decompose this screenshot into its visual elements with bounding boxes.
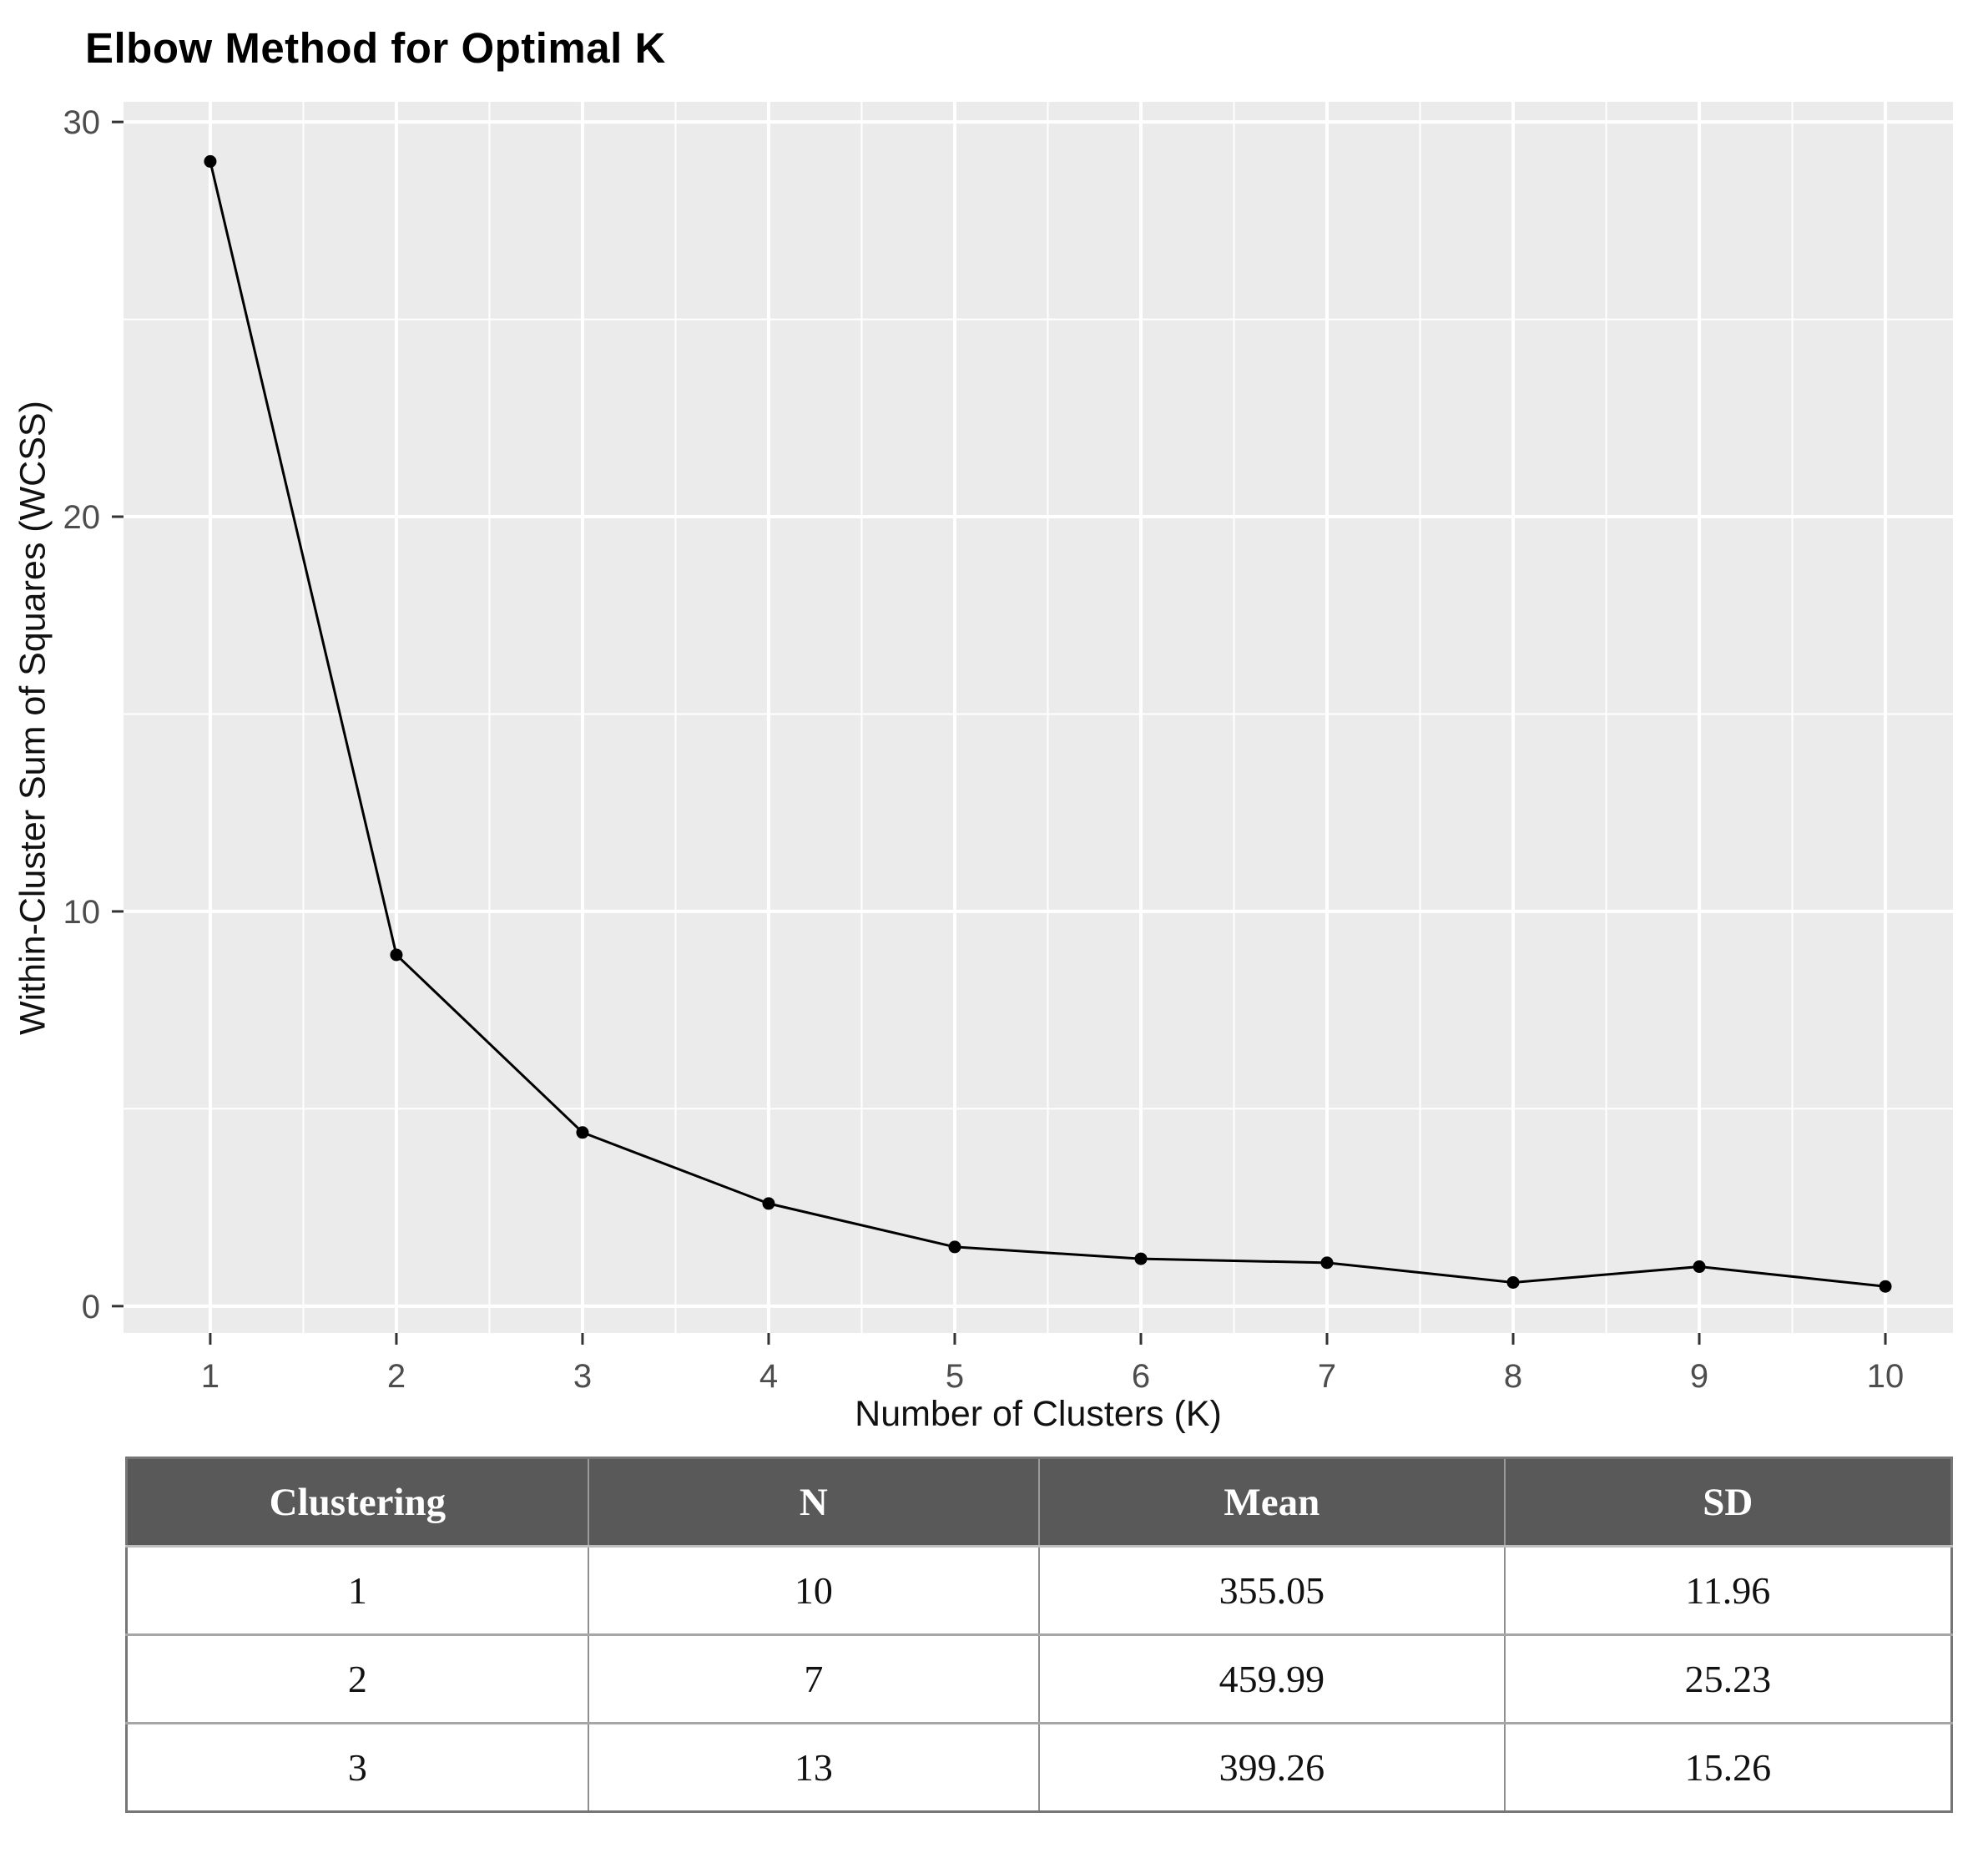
elbow-chart-svg: 1 2 3 4 5 6 7 8 9 10 0 10 20 30 [63,102,1953,1395]
x-tick-label: 8 [1504,1358,1522,1395]
data-point [1320,1256,1334,1270]
data-point [576,1126,589,1139]
x-tick-label: 1 [201,1358,219,1395]
panel-background [124,102,1953,1333]
elbow-chart-figure: 1 2 3 4 5 6 7 8 9 10 0 10 20 30 Elbow Method for Opti… [13,24,1953,1434]
table-cell-n: 10 [588,1546,1040,1636]
y-tick-label: 10 [63,894,101,931]
data-point [762,1197,775,1210]
table-row: 3 13 399.26 15.26 [126,1723,1952,1812]
x-tick-label: 2 [387,1358,406,1395]
y-axis-title: Within-Cluster Sum of Squares (WCSS) [13,401,53,1035]
table-cell-mean: 355.05 [1038,1546,1506,1636]
y-tick-label: 20 [63,499,101,536]
x-tick-label: 9 [1690,1358,1708,1395]
x-tick-label: 4 [759,1358,778,1395]
data-point [204,154,217,168]
x-tick-label: 7 [1318,1358,1336,1395]
x-tick-label: 5 [946,1358,964,1395]
data-point [1134,1252,1148,1265]
y-tick-label: 30 [63,104,101,141]
table-cell-mean: 399.26 [1038,1723,1506,1812]
table-row: 1 10 355.05 11.96 [126,1546,1952,1636]
table-header-mean: Mean [1038,1457,1506,1547]
table-cell-clustering: 2 [126,1634,589,1724]
table-cell-n: 7 [588,1634,1040,1724]
data-point [1506,1275,1520,1289]
table-header-row: Clustering N Mean SD [126,1457,1952,1547]
x-axis-title: Number of Clusters (K) [855,1394,1222,1434]
table-cell-sd: 25.23 [1504,1634,1952,1724]
data-point [390,948,403,962]
data-point [1693,1260,1706,1274]
table-cell-sd: 11.96 [1504,1546,1952,1636]
table-row: 2 7 459.99 25.23 [126,1634,1952,1724]
y-tick-label: 0 [82,1289,100,1325]
table-header-sd: SD [1504,1457,1952,1547]
table-header-n: N [588,1457,1040,1547]
x-tick-label: 10 [1867,1358,1905,1395]
data-point [948,1240,961,1254]
x-tick-label: 3 [573,1358,592,1395]
table-header-clustering: Clustering [126,1457,589,1547]
x-tick-label: 6 [1132,1358,1150,1395]
table-cell-mean: 459.99 [1038,1634,1506,1724]
table-cell-sd: 15.26 [1504,1723,1952,1812]
summary-table: Clustering N Mean SD 1 10 355.05 11.96 2… [125,1457,1953,1813]
table-cell-clustering: 3 [126,1723,589,1812]
data-point [1879,1280,1892,1293]
chart-title: Elbow Method for Optimal K [85,24,666,72]
wcss-line [209,161,1886,1288]
table-cell-clustering: 1 [126,1546,589,1636]
table-cell-n: 13 [588,1723,1040,1812]
